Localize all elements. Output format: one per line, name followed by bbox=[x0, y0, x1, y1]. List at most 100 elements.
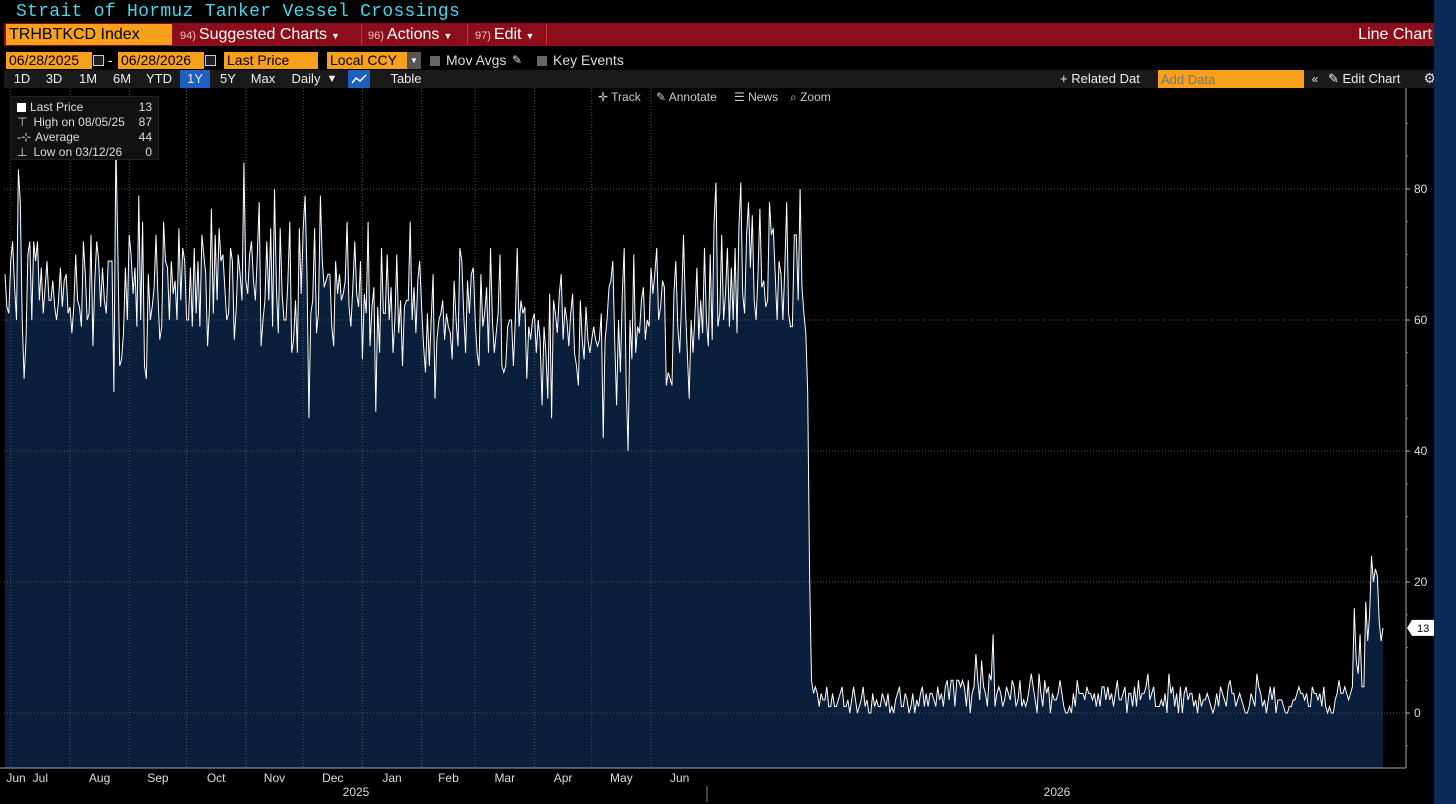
range-1m[interactable]: 1M bbox=[78, 71, 98, 86]
gear-icon[interactable]: ⚙ bbox=[1423, 70, 1436, 86]
edit-chart-button[interactable]: ✎ Edit Chart bbox=[1328, 70, 1410, 88]
suggested-charts-menu[interactable]: 94) Suggested Charts ▼ bbox=[176, 24, 340, 45]
legend-value: 87 bbox=[138, 115, 152, 129]
x-tick-label: Nov bbox=[264, 771, 285, 785]
legend-value: 0 bbox=[145, 145, 152, 159]
menu-number: 94) bbox=[180, 30, 196, 42]
menu-label: Edit bbox=[493, 26, 522, 43]
range-1d[interactable]: 1D bbox=[13, 71, 31, 86]
legend-row-average: -⊹ Average bbox=[17, 130, 80, 144]
x-tick-label: Feb bbox=[438, 771, 459, 785]
end-date-field[interactable]: 06/28/2026 bbox=[118, 52, 204, 69]
range-max[interactable]: Max bbox=[250, 71, 276, 86]
frequency-selector[interactable]: Daily bbox=[291, 71, 321, 86]
actions-menu[interactable]: 96) Actions ▼ bbox=[364, 24, 452, 45]
last-value-label: 13 bbox=[1417, 623, 1429, 635]
x-tick-label: Jun bbox=[670, 771, 689, 785]
legend-value: 13 bbox=[138, 100, 152, 114]
key-events-label[interactable]: Key Events bbox=[553, 52, 624, 68]
range-ytd[interactable]: YTD bbox=[146, 71, 172, 86]
caret-icon: ▼ bbox=[443, 31, 453, 41]
y-tick-label: 80 bbox=[1414, 182, 1428, 196]
x-tick-label: Jun bbox=[6, 771, 25, 785]
edit-menu[interactable]: 97) Edit ▼ bbox=[471, 24, 534, 45]
calendar-icon[interactable] bbox=[93, 55, 104, 66]
x-tick-label: Jan bbox=[382, 771, 401, 785]
chart-title: Strait of Hormuz Tanker Vessel Crossings bbox=[16, 2, 461, 22]
legend-label: Last Price bbox=[30, 100, 84, 114]
line-chart-icon[interactable] bbox=[348, 70, 370, 88]
x-tick-label: Mar bbox=[494, 771, 515, 785]
x-tick-label: Dec bbox=[322, 771, 343, 785]
x-tick-label: May bbox=[610, 771, 633, 785]
x-tick-label: Sep bbox=[147, 771, 169, 785]
x-year-label: 2025 bbox=[343, 785, 370, 799]
x-tick-label: Jul bbox=[33, 771, 48, 785]
low-marker-icon: ⊥ bbox=[17, 145, 28, 159]
menu-divider bbox=[361, 24, 362, 45]
crosshair-icon: ✛ bbox=[598, 90, 612, 104]
line-chart-glyph bbox=[351, 74, 367, 84]
calendar-icon[interactable] bbox=[205, 55, 216, 66]
key-events-checkbox[interactable] bbox=[537, 56, 547, 66]
caret-icon: ▼ bbox=[330, 31, 340, 41]
series-area bbox=[5, 143, 1383, 769]
x-tick-label: Apr bbox=[554, 771, 573, 785]
mov-avgs-checkbox[interactable] bbox=[430, 56, 440, 66]
range-6m[interactable]: 6M bbox=[112, 71, 132, 86]
related-data-button[interactable]: + Related Dat bbox=[1060, 71, 1140, 86]
legend-label: Low on 03/12/26 bbox=[33, 145, 123, 159]
track-tool[interactable]: ✛ Track bbox=[598, 90, 641, 104]
range-1y[interactable]: 1Y bbox=[180, 70, 210, 88]
table-button[interactable]: Table bbox=[390, 71, 422, 86]
caret-icon: ▼ bbox=[525, 31, 535, 41]
news-label: News bbox=[748, 90, 779, 104]
menu-divider bbox=[546, 24, 547, 45]
mov-avgs-label[interactable]: Mov Avgs bbox=[446, 52, 507, 68]
legend-row-last-price: Last Price bbox=[17, 100, 83, 114]
x-year-label: 2026 bbox=[1044, 785, 1071, 799]
start-date-field[interactable]: 06/28/2025 bbox=[6, 52, 92, 69]
range-3d[interactable]: 3D bbox=[45, 71, 63, 86]
legend-swatch bbox=[17, 103, 26, 112]
chart-type-label[interactable]: Line Chart bbox=[1358, 26, 1432, 43]
annotate-label: Annotate bbox=[668, 90, 717, 104]
news-icon: ☰ bbox=[734, 90, 749, 104]
news-tool[interactable]: ☰ News bbox=[734, 90, 778, 104]
magnifier-icon: ⌕ bbox=[790, 90, 801, 104]
y-tick-label: 60 bbox=[1414, 313, 1428, 327]
menu-number: 96) bbox=[368, 30, 384, 42]
series-line bbox=[4, 143, 1384, 715]
x-tick-label: Aug bbox=[89, 771, 110, 785]
dropdown-arrow-icon[interactable]: ▼ bbox=[407, 52, 421, 69]
legend-label: Average bbox=[35, 130, 80, 144]
x-tick-label: Oct bbox=[207, 771, 226, 785]
average-marker-icon: -⊹ bbox=[17, 130, 32, 144]
add-data-input[interactable] bbox=[1158, 70, 1304, 88]
currency-selector[interactable]: Local CCY bbox=[327, 52, 407, 69]
menu-label: Suggested Charts bbox=[198, 26, 327, 43]
pencil-icon[interactable]: ✎ bbox=[512, 53, 523, 67]
ticker-field[interactable]: TRHBTKCD Index bbox=[6, 24, 172, 45]
frequency-caret-icon[interactable]: ▼ bbox=[326, 73, 338, 85]
legend-value: 44 bbox=[138, 130, 152, 144]
collapse-chevrons-icon[interactable]: « bbox=[1311, 72, 1319, 86]
y-tick-label: 0 bbox=[1414, 706, 1421, 720]
menu-bar bbox=[4, 23, 1438, 46]
last-value-flag bbox=[1407, 619, 1434, 636]
date-range-separator: - bbox=[108, 52, 113, 68]
pencil-icon: ✎ bbox=[656, 90, 669, 104]
pencil-icon: ✎ bbox=[1328, 71, 1343, 86]
range-5y[interactable]: 5Y bbox=[220, 71, 236, 86]
legend-box: Last Price 13 ⊤ High on 08/05/25 87 -⊹ Ave… bbox=[10, 96, 159, 160]
zoom-tool[interactable]: ⌕ Zoom bbox=[790, 90, 831, 104]
y-tick-label: 20 bbox=[1414, 575, 1428, 589]
zoom-label: Zoom bbox=[800, 90, 831, 104]
field-selector[interactable]: Last Price bbox=[224, 52, 318, 69]
track-label: Track bbox=[611, 90, 641, 104]
annotate-tool[interactable]: ✎ Annotate bbox=[656, 90, 717, 104]
menu-divider bbox=[467, 24, 468, 45]
high-marker-icon: ⊤ bbox=[17, 115, 28, 129]
legend-row-low: ⊥ Low on 03/12/26 bbox=[17, 145, 122, 159]
legend-row-high: ⊤ High on 08/05/25 bbox=[17, 115, 125, 129]
